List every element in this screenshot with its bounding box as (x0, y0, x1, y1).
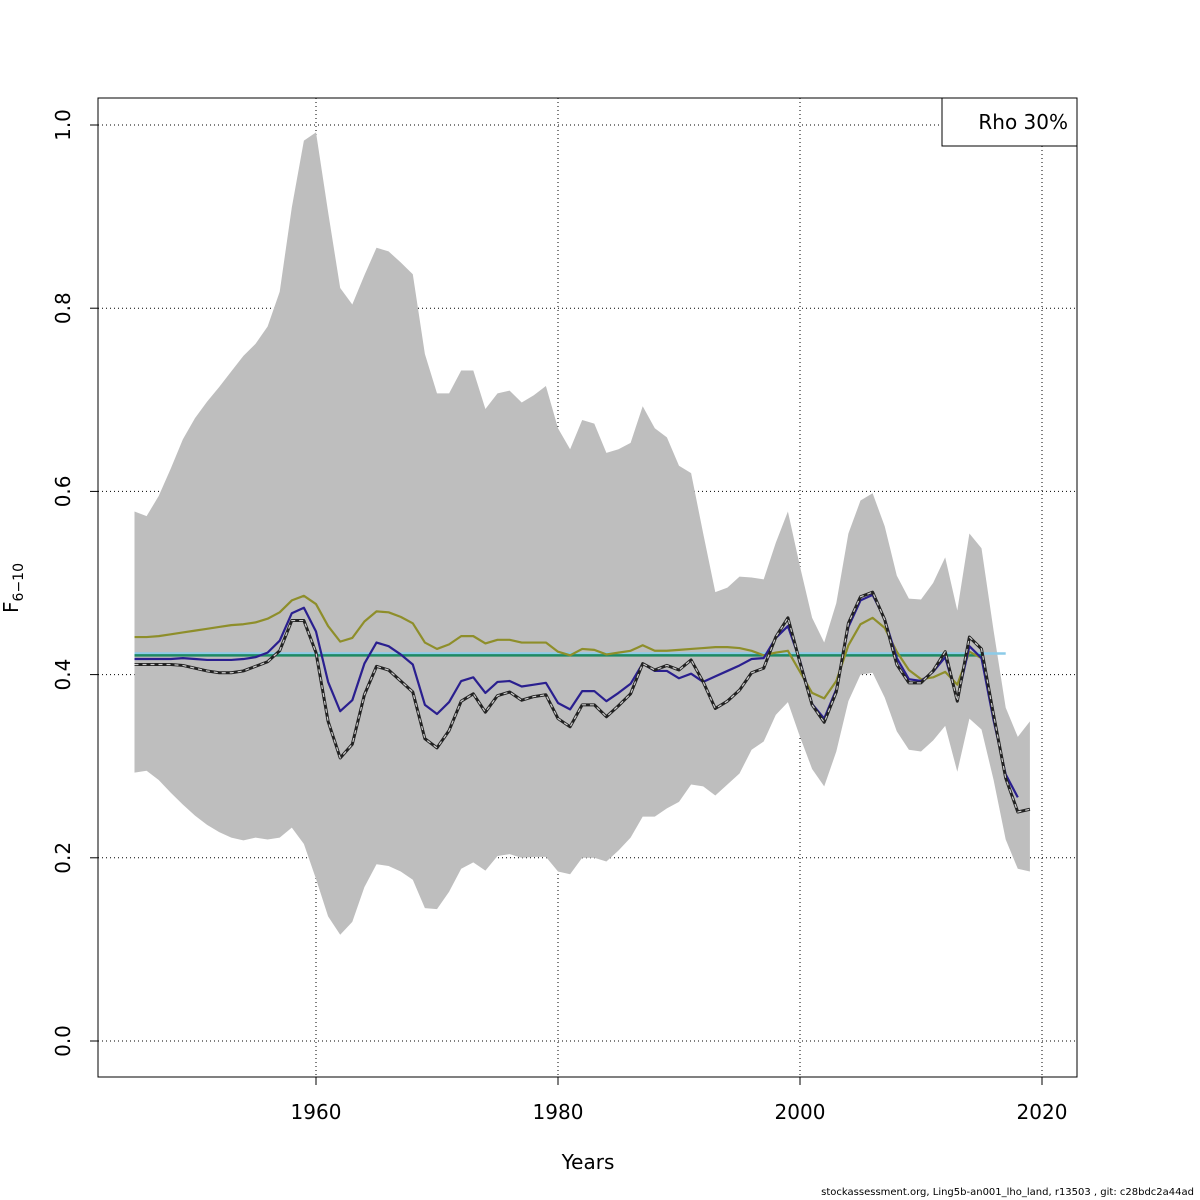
confidence-band-layer (134, 132, 1030, 935)
legend-text: Rho 30% (978, 110, 1068, 134)
y-tick-label: 0.4 (51, 659, 75, 691)
y-tick-label: 0.2 (51, 842, 75, 874)
confidence-band (134, 132, 1030, 935)
y-axis-title-sub: 6−10 (11, 563, 27, 601)
y-tick-label: 0.6 (51, 475, 75, 507)
y-tick-label: 0.0 (51, 1025, 75, 1057)
plot-frame (97, 97, 1078, 1078)
x-tick-label: 2000 (775, 1100, 826, 1124)
x-tick-label: 2020 (1017, 1100, 1068, 1124)
x-axis-title: Years (561, 1150, 615, 1174)
y-tick-label: 1.0 (51, 109, 75, 141)
legend: Rho 30% (941, 97, 1078, 147)
legend-box (941, 97, 1078, 147)
series-layer (134, 590, 1031, 814)
y-tick-label: 0.8 (51, 292, 75, 324)
y-axis-title-main: F (0, 601, 23, 613)
ticks-layer: 1960 1980 2000 2020 0.0 0.2 0.4 0.6 0.8 1.0 (51, 109, 1067, 1124)
x-tick-label: 1980 (533, 1100, 584, 1124)
series-line-sim (134, 593, 1019, 798)
svg-text:F6−10: F6−10 (0, 563, 27, 613)
plot-frame-layer (97, 97, 1078, 1078)
y-axis-title: F6−10 (0, 563, 27, 613)
x-tick-label: 1960 (291, 1100, 342, 1124)
series-line-estimate-dash (134, 591, 1031, 813)
footer-caption: stockassessment.org, Ling5b-an001_lho_la… (821, 1187, 1194, 1198)
